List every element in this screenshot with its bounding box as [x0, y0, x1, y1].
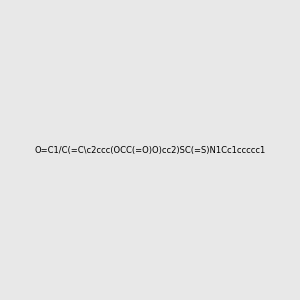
Text: O=C1/C(=C\c2ccc(OCC(=O)O)cc2)SC(=S)N1Cc1ccccc1: O=C1/C(=C\c2ccc(OCC(=O)O)cc2)SC(=S)N1Cc1… [34, 146, 266, 154]
